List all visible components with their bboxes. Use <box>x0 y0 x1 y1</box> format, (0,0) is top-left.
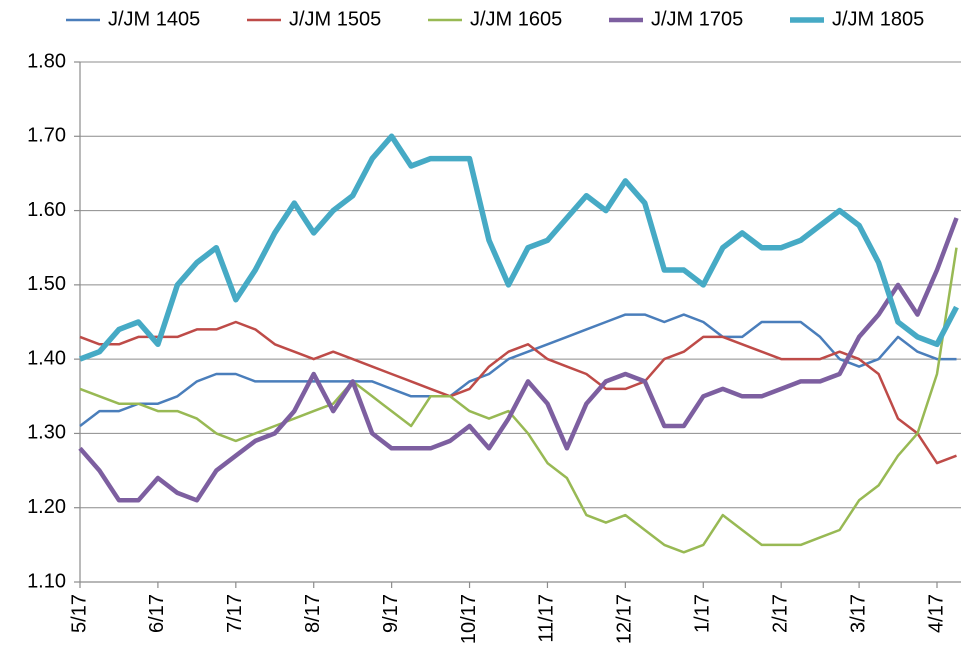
legend-label: J/JM 1505 <box>289 8 381 30</box>
y-tick-label: 1.20 <box>27 496 66 518</box>
y-tick-label: 1.60 <box>27 199 66 221</box>
x-tick-label: 7/17 <box>224 594 246 633</box>
y-tick-label: 1.50 <box>27 273 66 295</box>
y-tick-label: 1.10 <box>27 570 66 592</box>
x-tick-label: 8/17 <box>302 594 324 633</box>
x-tick-label: 12/17 <box>614 594 636 644</box>
x-tick-label: 3/17 <box>847 594 869 633</box>
x-tick-label: 9/17 <box>380 594 402 633</box>
series-line <box>79 313 957 427</box>
series-line <box>78 217 959 503</box>
legend-label: J/JM 1705 <box>651 8 743 30</box>
y-tick-label: 1.30 <box>27 422 66 444</box>
x-tick-label: 2/17 <box>769 594 791 633</box>
y-tick-label: 1.70 <box>27 125 66 147</box>
legend-label: J/JM 1405 <box>108 8 200 30</box>
y-tick-label: 1.40 <box>27 347 66 369</box>
legend-label: J/JM 1605 <box>470 8 562 30</box>
x-tick-label: 11/17 <box>536 594 558 643</box>
x-tick-label: 6/17 <box>146 594 168 633</box>
series-line <box>79 133 959 362</box>
series-line <box>79 247 958 554</box>
y-tick-label: 1.80 <box>27 50 66 72</box>
x-tick-label: 10/17 <box>458 594 480 644</box>
x-tick-label: 4/17 <box>925 594 947 633</box>
x-tick-label: 1/17 <box>692 594 714 633</box>
x-tick-label: 5/17 <box>68 594 90 633</box>
series-line <box>79 320 957 465</box>
legend-label: J/JM 1805 <box>832 8 924 30</box>
